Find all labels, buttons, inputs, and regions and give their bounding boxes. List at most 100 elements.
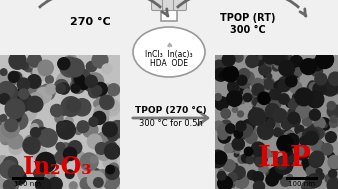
Circle shape <box>73 64 80 72</box>
Circle shape <box>36 127 49 140</box>
Circle shape <box>303 127 319 144</box>
Circle shape <box>287 113 300 127</box>
Circle shape <box>214 151 227 164</box>
Text: 100 nm: 100 nm <box>289 181 315 187</box>
Circle shape <box>75 152 84 160</box>
Circle shape <box>279 94 289 104</box>
Circle shape <box>264 120 275 131</box>
Circle shape <box>293 68 302 77</box>
Circle shape <box>284 131 295 142</box>
Circle shape <box>294 68 302 76</box>
Circle shape <box>274 81 286 92</box>
Circle shape <box>308 174 321 187</box>
Circle shape <box>278 130 287 139</box>
Circle shape <box>109 101 118 110</box>
Circle shape <box>231 80 235 84</box>
Circle shape <box>266 174 278 186</box>
Circle shape <box>88 134 102 149</box>
Circle shape <box>215 160 222 167</box>
Circle shape <box>32 131 39 137</box>
Circle shape <box>282 143 291 152</box>
Circle shape <box>217 125 230 137</box>
Circle shape <box>299 92 306 98</box>
Circle shape <box>328 152 334 159</box>
Text: 300 °C: 300 °C <box>230 25 266 35</box>
Circle shape <box>10 112 28 129</box>
Circle shape <box>39 68 47 76</box>
FancyBboxPatch shape <box>173 0 187 11</box>
Circle shape <box>101 134 112 144</box>
Circle shape <box>71 84 80 93</box>
Circle shape <box>100 96 111 106</box>
Circle shape <box>225 175 233 183</box>
Circle shape <box>9 79 16 86</box>
Circle shape <box>13 118 19 125</box>
Circle shape <box>225 125 233 133</box>
Circle shape <box>60 57 79 77</box>
Circle shape <box>266 169 275 178</box>
Circle shape <box>211 150 225 164</box>
Circle shape <box>66 58 84 77</box>
Circle shape <box>321 143 333 155</box>
Circle shape <box>224 55 229 60</box>
Circle shape <box>302 160 309 167</box>
Circle shape <box>264 89 275 101</box>
Circle shape <box>267 97 281 110</box>
Circle shape <box>36 87 52 103</box>
Circle shape <box>269 122 280 133</box>
Circle shape <box>218 172 225 179</box>
Circle shape <box>279 60 294 76</box>
Circle shape <box>56 72 74 90</box>
Circle shape <box>30 63 44 77</box>
Circle shape <box>269 152 274 156</box>
Circle shape <box>94 100 101 108</box>
Circle shape <box>12 72 22 82</box>
Circle shape <box>307 91 324 108</box>
Circle shape <box>277 53 288 64</box>
Circle shape <box>311 58 323 71</box>
Circle shape <box>296 147 309 160</box>
Circle shape <box>285 132 294 142</box>
Circle shape <box>8 134 23 149</box>
Circle shape <box>3 157 18 171</box>
Circle shape <box>80 178 92 189</box>
Circle shape <box>306 176 314 184</box>
Circle shape <box>94 82 107 96</box>
Circle shape <box>309 153 323 167</box>
Circle shape <box>258 122 271 136</box>
Circle shape <box>234 129 243 138</box>
Circle shape <box>38 132 51 146</box>
Circle shape <box>291 143 305 157</box>
Circle shape <box>259 164 268 173</box>
Circle shape <box>288 98 299 109</box>
Circle shape <box>273 108 287 122</box>
Circle shape <box>107 130 118 141</box>
Circle shape <box>278 77 292 90</box>
Circle shape <box>64 147 77 160</box>
Circle shape <box>237 75 247 85</box>
Circle shape <box>285 134 299 148</box>
Circle shape <box>273 91 281 100</box>
Circle shape <box>224 144 233 153</box>
Circle shape <box>290 81 302 93</box>
Circle shape <box>102 122 117 137</box>
Circle shape <box>57 143 67 154</box>
Circle shape <box>317 173 324 180</box>
Circle shape <box>288 108 298 119</box>
Circle shape <box>25 179 31 185</box>
Circle shape <box>108 84 120 96</box>
Circle shape <box>283 136 296 150</box>
Circle shape <box>17 74 23 81</box>
Circle shape <box>59 109 66 116</box>
Circle shape <box>327 101 336 110</box>
Circle shape <box>255 157 265 167</box>
Circle shape <box>75 75 82 82</box>
Circle shape <box>58 58 70 70</box>
Circle shape <box>0 156 10 170</box>
Circle shape <box>258 124 273 139</box>
Circle shape <box>314 118 325 129</box>
Circle shape <box>21 105 37 120</box>
Circle shape <box>11 112 21 122</box>
Circle shape <box>323 147 330 154</box>
Circle shape <box>235 86 239 91</box>
